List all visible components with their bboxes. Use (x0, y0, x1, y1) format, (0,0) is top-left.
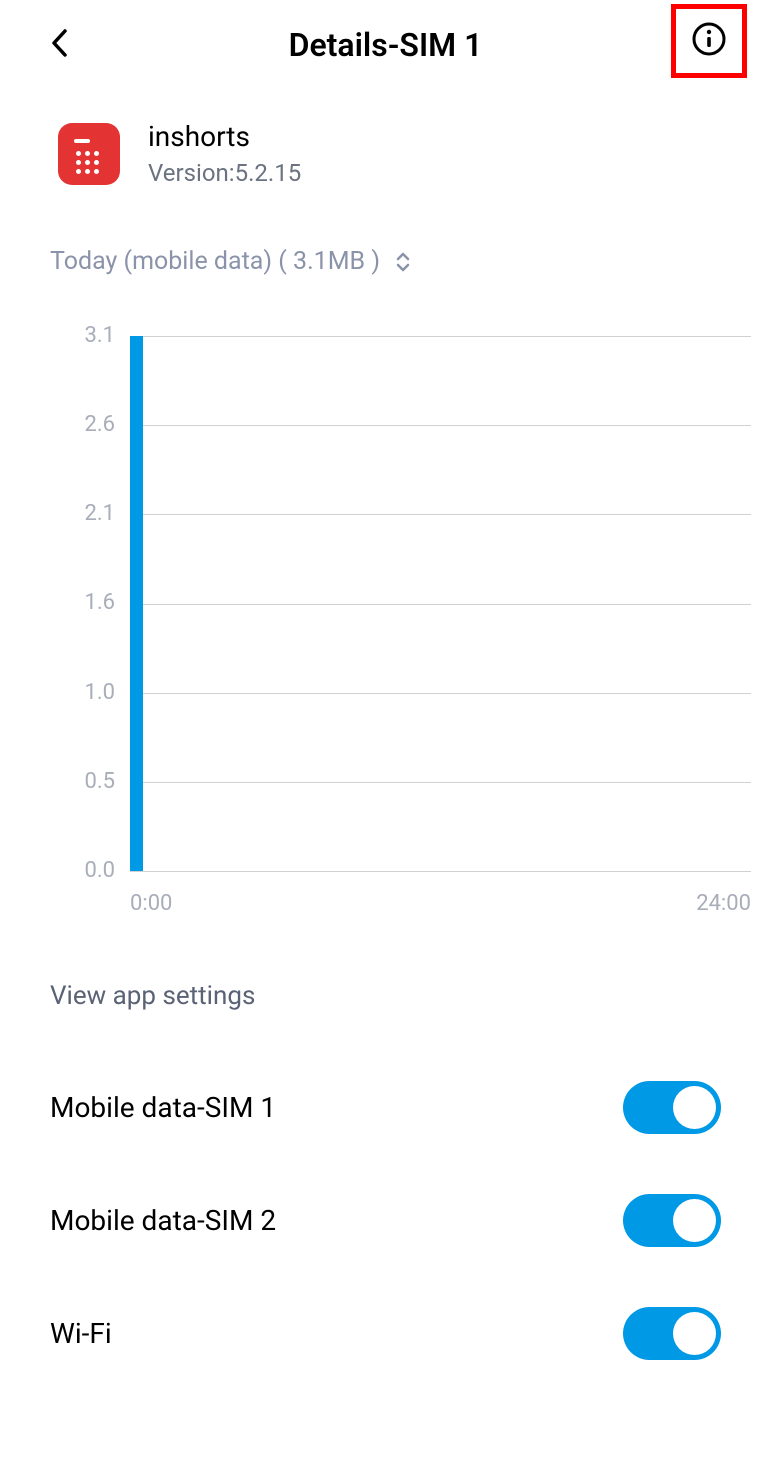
chart-gridlines (130, 336, 751, 871)
toggle-mobile-sim2[interactable] (623, 1194, 721, 1247)
app-settings-section: View app settings Mobile data-SIM 1 Mobi… (0, 926, 771, 1420)
toggle-mobile-sim1[interactable] (623, 1081, 721, 1134)
setting-row-mobile-sim1: Mobile data-SIM 1 (50, 1051, 721, 1164)
x-tick: 24:00 (696, 891, 751, 916)
info-icon (691, 21, 727, 57)
app-version: Version:5.2.15 (148, 159, 301, 187)
page-title: Details-SIM 1 (24, 26, 747, 64)
settings-section-title: View app settings (50, 981, 721, 1011)
sort-updown-icon (394, 251, 412, 273)
setting-row-wifi: Wi-Fi (50, 1277, 721, 1390)
setting-label: Mobile data-SIM 1 (50, 1091, 276, 1124)
x-tick: 0:00 (130, 891, 172, 916)
data-filter-dropdown[interactable]: Today (mobile data) ( 3.1MB ) (0, 207, 771, 286)
setting-row-mobile-sim2: Mobile data-SIM 2 (50, 1164, 721, 1277)
app-name: inshorts (148, 120, 301, 153)
info-button[interactable] (671, 4, 747, 78)
app-info-section: inshorts Version:5.2.15 (0, 90, 771, 207)
setting-label: Mobile data-SIM 2 (50, 1204, 276, 1237)
chart-y-axis: 3.1 2.6 2.1 1.6 1.0 0.5 0.0 (60, 336, 115, 871)
back-button[interactable] (50, 28, 68, 62)
chart-x-axis: 0:00 24:00 (130, 871, 751, 916)
toggle-wifi[interactable] (623, 1307, 721, 1360)
header: Details-SIM 1 (0, 0, 771, 90)
chevron-left-icon (50, 28, 68, 58)
filter-label: Today (mobile data) ( 3.1MB ) (50, 247, 380, 276)
setting-label: Wi-Fi (50, 1317, 112, 1350)
app-icon (58, 123, 120, 185)
usage-chart: 3.1 2.6 2.1 1.6 1.0 0.5 0.0 0:00 24:00 (0, 286, 771, 926)
